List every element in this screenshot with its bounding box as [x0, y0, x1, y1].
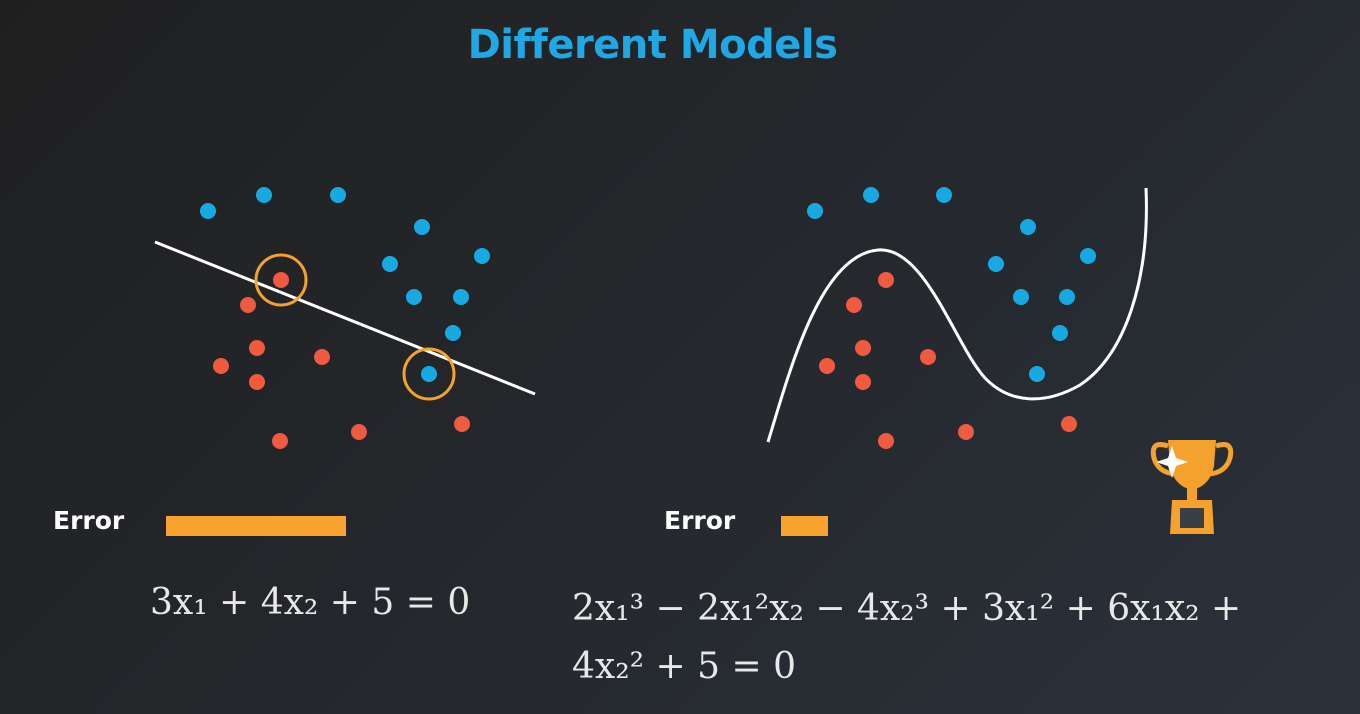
red-point	[240, 297, 256, 313]
red-point	[846, 297, 862, 313]
misclassified-ring	[254, 253, 308, 307]
red-point	[351, 424, 367, 440]
error-label-left: Error	[53, 506, 125, 535]
polynomial-model-plot	[766, 187, 1148, 449]
error-bar-left	[166, 516, 346, 536]
blue-point	[1080, 248, 1096, 264]
red-point	[213, 358, 229, 374]
red-point	[314, 349, 330, 365]
red-point	[1061, 416, 1077, 432]
error-label-right: Error	[664, 506, 736, 535]
blue-point	[863, 187, 879, 203]
misclassified-ring	[402, 347, 456, 401]
red-point	[249, 340, 265, 356]
blue-point	[1029, 366, 1045, 382]
blue-point	[474, 248, 490, 264]
red-point	[958, 424, 974, 440]
page-title: Different Models	[467, 22, 838, 68]
blue-point	[382, 256, 398, 272]
error-bar-right	[781, 516, 828, 536]
red-point	[855, 374, 871, 390]
blue-point	[1052, 325, 1068, 341]
blue-point	[1013, 289, 1029, 305]
blue-point	[988, 256, 1004, 272]
blue-point	[406, 289, 422, 305]
red-point	[920, 349, 936, 365]
linear-boundary	[154, 240, 536, 396]
blue-point	[200, 203, 216, 219]
red-point	[249, 374, 265, 390]
blue-point	[1059, 289, 1075, 305]
red-point	[878, 272, 894, 288]
blue-point	[256, 187, 272, 203]
red-point	[454, 416, 470, 432]
red-point	[272, 433, 288, 449]
equation-linear: 3x₁ + 4x₂ + 5 = 0	[150, 582, 471, 623]
red-point	[273, 272, 289, 288]
blue-point	[414, 219, 430, 235]
polynomial-boundary	[766, 187, 1148, 443]
equation-polynomial-line-1: 2x₁³ − 2x₁²x₂ − 4x₂³ + 3x₁² + 6x₁x₂ +	[572, 588, 1242, 629]
red-point	[855, 340, 871, 356]
blue-point	[1020, 219, 1036, 235]
red-point	[819, 358, 835, 374]
blue-point	[445, 325, 461, 341]
blue-point	[807, 203, 823, 219]
blue-point	[453, 289, 469, 305]
blue-point	[936, 187, 952, 203]
trophy-icon	[1150, 440, 1234, 534]
linear-model-plot	[154, 187, 536, 449]
blue-point	[421, 366, 437, 382]
blue-point	[330, 187, 346, 203]
equation-polynomial-line-2: 4x₂² + 5 = 0	[572, 646, 796, 687]
red-point	[878, 433, 894, 449]
